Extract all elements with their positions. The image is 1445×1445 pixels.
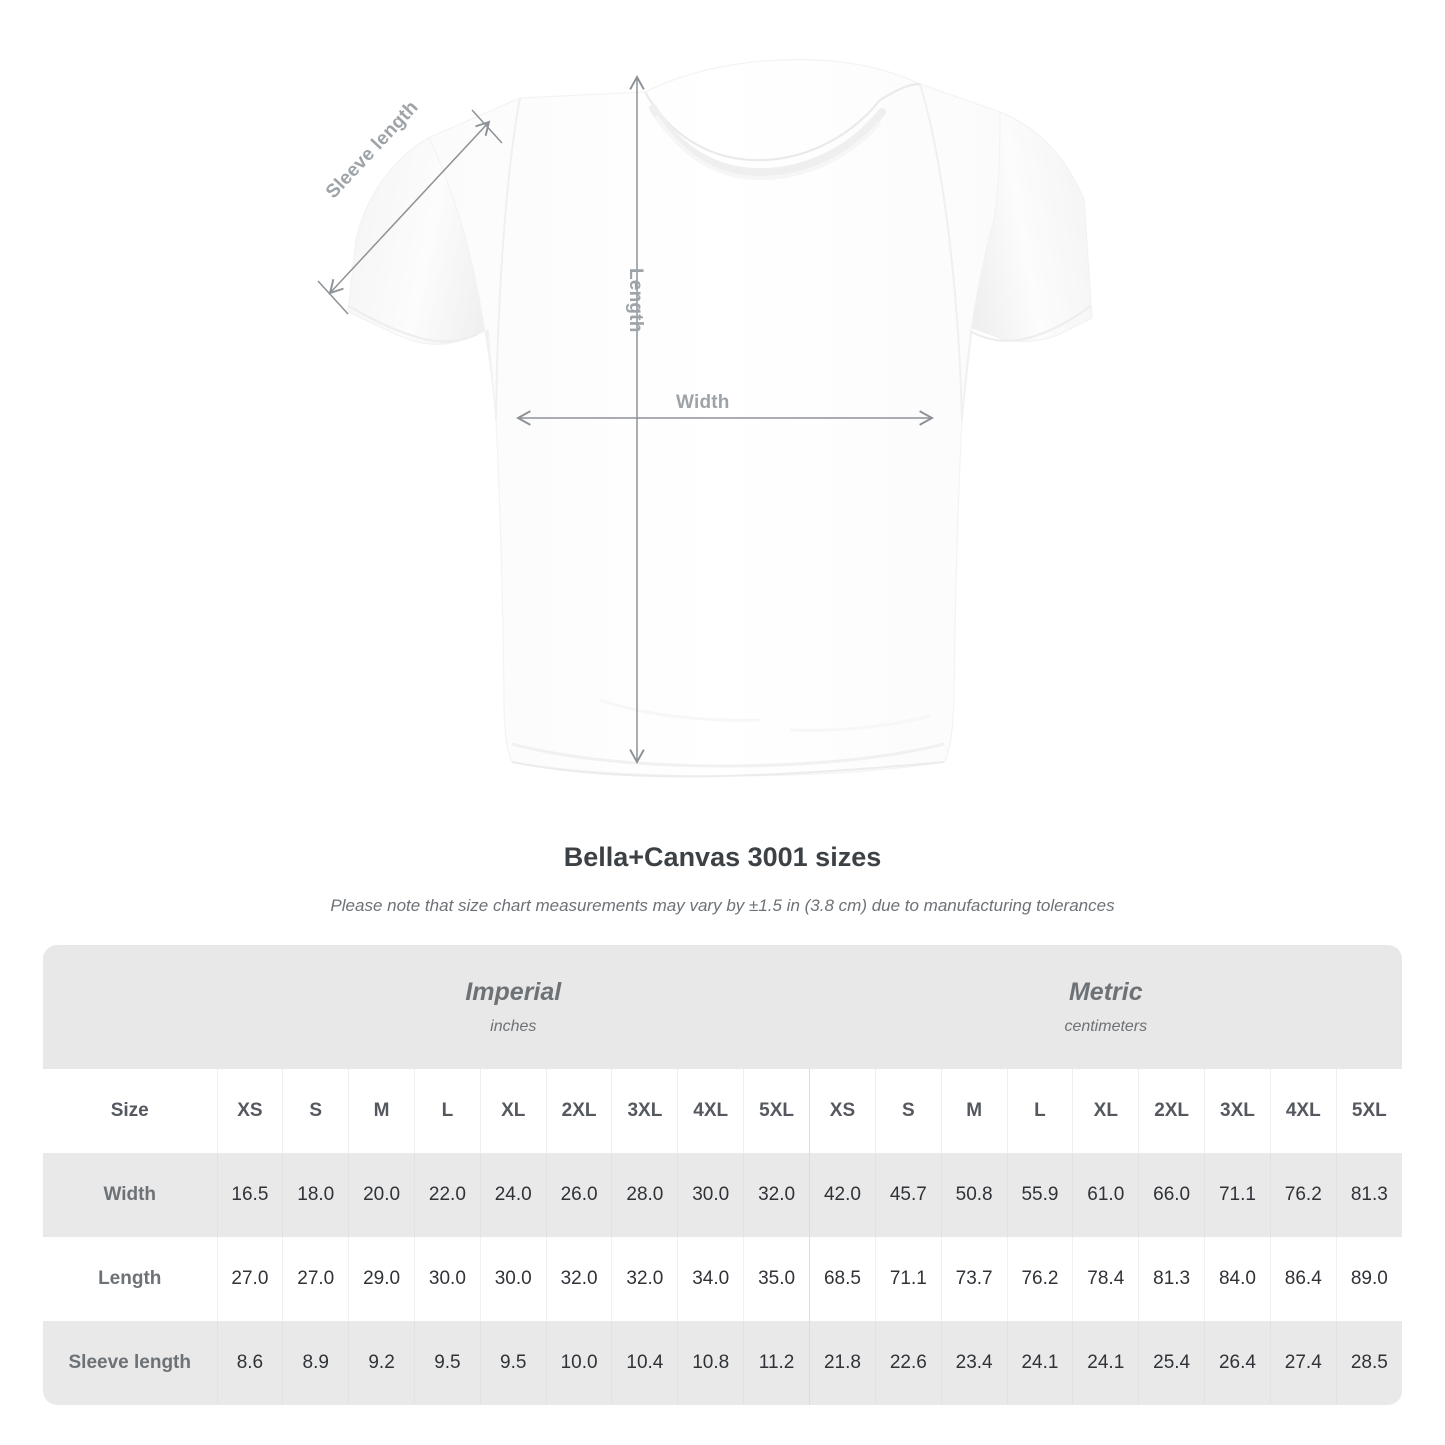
cell-imperial-length-5xl: 35.0	[743, 1237, 810, 1321]
cell-imperial-length-xl: 30.0	[479, 1237, 547, 1321]
sleeve-dimension-arrow	[317, 109, 503, 315]
page-title: Bella+Canvas 3001 sizes	[563, 842, 882, 872]
column-header-imperial-l: L	[413, 1069, 481, 1153]
column-header-metric-3xl: 3XL	[1204, 1069, 1271, 1153]
cell-imperial-length-xs: 27.0	[216, 1237, 283, 1321]
section-header-spacer	[43, 945, 217, 1069]
column-header-metric-s: S	[874, 1069, 942, 1153]
cell-metric-length-l: 76.2	[1006, 1237, 1073, 1321]
cell-metric-width-4xl: 76.2	[1269, 1153, 1337, 1237]
cell-imperial-width-5xl: 32.0	[743, 1153, 810, 1237]
size-chart-table: Imperial inches Metric centimeters Size XS S M L…	[43, 945, 1403, 1405]
tshirt-illustration	[317, 59, 1093, 778]
section-title-imperial: Imperial	[465, 978, 562, 1006]
column-header-imperial-3xl: 3XL	[611, 1069, 678, 1153]
cell-imperial-length-3xl: 32.0	[611, 1237, 678, 1321]
chart-caption: Bella+Canvas 3001 sizes Please note that…	[0, 840, 1445, 917]
cell-metric-length-5xl: 89.0	[1335, 1237, 1403, 1321]
table-row: Sleeve length 8.6 8.9 9.2 9.5 9.5 10.0 10.4 10.8…	[43, 1321, 1403, 1405]
cell-metric-length-3xl: 84.0	[1204, 1237, 1271, 1321]
table-row: Length 27.0 27.0 29.0 30.0 30.0 32.0 32.0 34.0 35…	[43, 1237, 1403, 1321]
cell-imperial-length-2xl: 32.0	[545, 1237, 612, 1321]
cell-metric-sleeve-length-s: 22.6	[874, 1321, 942, 1405]
cell-metric-sleeve-length-3xl: 26.4	[1204, 1321, 1271, 1405]
garment-diagram: Sleeve length Length Width	[317, 59, 1093, 778]
cell-metric-sleeve-length-2xl: 25.4	[1138, 1321, 1205, 1405]
column-header-metric-2xl: 2XL	[1138, 1069, 1205, 1153]
size-header-row: Size XS S M L XL 2XL 3XL 4XL 5XL XS S M L XL 2XL 3XL 4XL 5…	[43, 1069, 1403, 1153]
cell-metric-width-m: 50.8	[940, 1153, 1008, 1237]
cell-metric-width-l: 55.9	[1006, 1153, 1073, 1237]
column-header-imperial-xl: XL	[479, 1069, 547, 1153]
row-label-length: Length	[43, 1237, 217, 1321]
cell-imperial-sleeve-length-4xl: 10.8	[677, 1321, 744, 1405]
column-header-imperial-m: M	[348, 1069, 415, 1153]
column-header-imperial-4xl: 4XL	[677, 1069, 744, 1153]
cell-imperial-width-xs: 16.5	[216, 1153, 283, 1237]
column-header-metric-5xl: 5XL	[1335, 1069, 1403, 1153]
cell-metric-length-xl: 78.4	[1072, 1237, 1139, 1321]
cell-imperial-sleeve-length-s: 8.9	[282, 1321, 349, 1405]
row-label-sleeve-length: Sleeve length	[43, 1321, 217, 1405]
cell-metric-sleeve-length-xs: 21.8	[809, 1321, 876, 1405]
row-label-width: Width	[43, 1153, 217, 1237]
width-label: Width	[676, 392, 730, 413]
tolerance-note: Please note that size chart measurements…	[330, 896, 1115, 915]
cell-metric-length-xs: 68.5	[809, 1237, 876, 1321]
section-header-row: Imperial inches Metric centimeters	[43, 945, 1403, 1069]
section-subtitle-imperial: inches	[490, 1018, 537, 1035]
cell-imperial-width-3xl: 28.0	[611, 1153, 678, 1237]
cell-imperial-width-xl: 24.0	[479, 1153, 547, 1237]
cell-imperial-sleeve-length-xs: 8.6	[216, 1321, 283, 1405]
section-title-metric: Metric	[1068, 978, 1143, 1006]
cell-imperial-sleeve-length-5xl: 11.2	[743, 1321, 810, 1405]
section-header-metric: Metric centimeters	[809, 945, 1403, 1069]
section-subtitle-metric: centimeters	[1064, 1018, 1148, 1035]
column-header-imperial-2xl: 2XL	[545, 1069, 612, 1153]
cell-metric-sleeve-length-l: 24.1	[1006, 1321, 1073, 1405]
column-header-metric-4xl: 4XL	[1269, 1069, 1337, 1153]
column-header-metric-xs: XS	[809, 1069, 876, 1153]
cell-metric-sleeve-length-4xl: 27.4	[1269, 1321, 1337, 1405]
column-header-metric-xl: XL	[1072, 1069, 1139, 1153]
size-chart-table-wrapper: Imperial inches Metric centimeters Size XS S M L…	[43, 945, 1403, 1405]
cell-metric-sleeve-length-m: 23.4	[940, 1321, 1008, 1405]
cell-imperial-width-s: 18.0	[282, 1153, 349, 1237]
cell-imperial-sleeve-length-xl: 9.5	[479, 1321, 547, 1405]
cell-imperial-sleeve-length-3xl: 10.4	[611, 1321, 678, 1405]
table-row: Width 16.5 18.0 20.0 22.0 24.0 26.0 28.0 30.0 32.…	[43, 1153, 1403, 1237]
cell-imperial-sleeve-length-m: 9.2	[348, 1321, 415, 1405]
cell-imperial-sleeve-length-l: 9.5	[413, 1321, 481, 1405]
cell-imperial-length-l: 30.0	[413, 1237, 481, 1321]
cell-metric-sleeve-length-5xl: 28.5	[1335, 1321, 1403, 1405]
cell-metric-width-5xl: 81.3	[1335, 1153, 1403, 1237]
cell-metric-length-4xl: 86.4	[1269, 1237, 1337, 1321]
cell-metric-width-2xl: 66.0	[1138, 1153, 1205, 1237]
column-header-imperial-s: S	[282, 1069, 349, 1153]
cell-metric-width-xs: 42.0	[809, 1153, 876, 1237]
cell-imperial-width-2xl: 26.0	[545, 1153, 612, 1237]
cell-metric-length-2xl: 81.3	[1138, 1237, 1205, 1321]
cell-imperial-length-4xl: 34.0	[677, 1237, 744, 1321]
cell-metric-length-s: 71.1	[874, 1237, 942, 1321]
column-header-imperial-xs: XS	[216, 1069, 283, 1153]
length-label: Length	[625, 268, 646, 333]
cell-imperial-width-4xl: 30.0	[677, 1153, 744, 1237]
cell-imperial-length-m: 29.0	[348, 1237, 415, 1321]
table-corner-label: Size	[43, 1069, 217, 1153]
cell-metric-length-m: 73.7	[940, 1237, 1008, 1321]
cell-imperial-width-m: 20.0	[348, 1153, 415, 1237]
cell-metric-width-3xl: 71.1	[1204, 1153, 1271, 1237]
column-header-metric-l: L	[1006, 1069, 1073, 1153]
cell-metric-width-xl: 61.0	[1072, 1153, 1139, 1237]
cell-imperial-width-l: 22.0	[413, 1153, 481, 1237]
cell-metric-sleeve-length-xl: 24.1	[1072, 1321, 1139, 1405]
section-header-imperial: Imperial inches	[217, 945, 810, 1069]
column-header-metric-m: M	[940, 1069, 1008, 1153]
column-header-imperial-5xl: 5XL	[743, 1069, 810, 1153]
cell-imperial-sleeve-length-2xl: 10.0	[545, 1321, 612, 1405]
cell-imperial-length-s: 27.0	[282, 1237, 349, 1321]
cell-metric-width-s: 45.7	[874, 1153, 942, 1237]
